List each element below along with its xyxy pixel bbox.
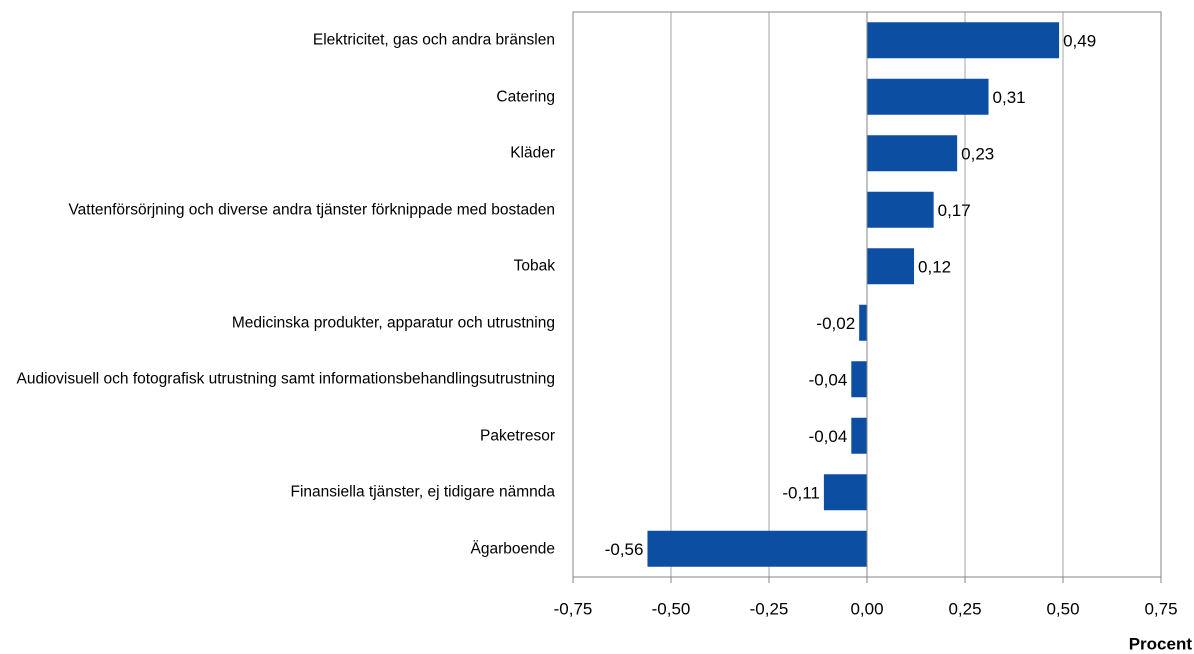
data-label: -0,11: [782, 484, 820, 503]
bar: [851, 417, 867, 454]
y-tick-label: Finansiella tjänster, ej tidigare nämnda: [290, 483, 555, 501]
y-tick-label: Audiovisuell och fotografisk utrustning …: [16, 370, 556, 388]
y-tick-label: Vattenförsörjning och diverse andra tjän…: [68, 201, 555, 219]
bar: [851, 361, 867, 398]
bar: [867, 191, 934, 228]
y-tick-label-box: Catering: [0, 86, 555, 107]
x-tick-label: -0,50: [652, 599, 691, 618]
y-tick-label-box: Audiovisuell och fotografisk utrustning …: [0, 369, 556, 390]
x-tick-label: 0,75: [1144, 599, 1177, 618]
data-label: 0,49: [1063, 32, 1096, 51]
y-tick-label: Catering: [496, 88, 555, 106]
y-tick-label-box: Tobak: [0, 256, 555, 277]
y-tick-label-box: Kläder: [0, 143, 555, 164]
bar: [647, 530, 867, 567]
data-label: 0,31: [993, 88, 1026, 107]
y-tick-label: Medicinska produkter, apparatur och utru…: [231, 314, 555, 332]
y-tick-label-box: Finansiella tjänster, ej tidigare nämnda: [0, 482, 555, 503]
x-tick-label: -0,75: [554, 599, 593, 618]
y-tick-label: Kläder: [510, 144, 555, 162]
bar: [867, 78, 989, 115]
x-tick-label: 0,25: [948, 599, 981, 618]
data-label: -0,04: [809, 371, 848, 390]
data-label: -0,02: [816, 314, 855, 333]
data-label: 0,17: [938, 201, 971, 220]
y-tick-label: Paketresor: [480, 427, 555, 445]
y-tick-label-box: Ägarboende: [0, 538, 555, 559]
bar: [867, 135, 958, 172]
data-label: 0,12: [918, 258, 951, 277]
data-label: 0,23: [961, 145, 994, 164]
bar: [859, 304, 867, 341]
y-tick-label: Elektricitet, gas och andra bränslen: [312, 31, 555, 49]
y-tick-label-box: Elektricitet, gas och andra bränslen: [0, 30, 555, 51]
x-tick-label: 0,00: [850, 599, 883, 618]
y-tick-label: Tobak: [513, 257, 555, 275]
x-tick-label: -0,25: [750, 599, 789, 618]
y-tick-label-box: Vattenförsörjning och diverse andra tjän…: [0, 199, 555, 220]
x-tick-label: 0,50: [1046, 599, 1079, 618]
data-label: -0,04: [809, 427, 848, 446]
bar: [867, 248, 915, 285]
bar: [823, 474, 867, 511]
y-tick-label-box: Paketresor: [0, 425, 555, 446]
y-tick-label-box: Medicinska produkter, apparatur och utru…: [0, 312, 555, 333]
x-axis-label: Procent: [1129, 634, 1193, 653]
bar: [867, 22, 1060, 59]
data-label: -0,56: [605, 540, 644, 559]
y-tick-label: Ägarboende: [470, 540, 555, 558]
